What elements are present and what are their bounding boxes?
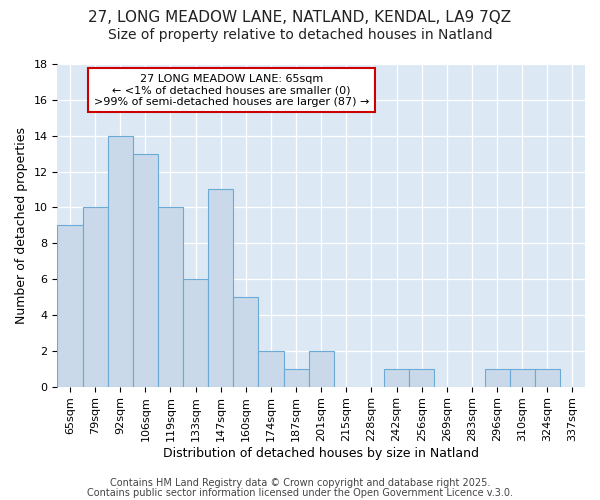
Bar [58,226,83,386]
Bar [133,154,158,386]
Bar [233,297,259,386]
Bar [183,279,208,386]
Bar [308,351,334,386]
Text: Contains HM Land Registry data © Crown copyright and database right 2025.: Contains HM Land Registry data © Crown c… [110,478,490,488]
Text: Contains public sector information licensed under the Open Government Licence v.: Contains public sector information licen… [87,488,513,498]
Text: Size of property relative to detached houses in Natland: Size of property relative to detached ho… [107,28,493,42]
Bar [384,368,409,386]
Bar [208,190,233,386]
Bar [409,368,434,386]
Bar [284,368,308,386]
Bar [259,351,284,386]
Bar [535,368,560,386]
Bar [107,136,133,386]
Bar [158,208,183,386]
Text: 27 LONG MEADOW LANE: 65sqm
← <1% of detached houses are smaller (0)
>99% of semi: 27 LONG MEADOW LANE: 65sqm ← <1% of deta… [94,74,369,107]
Bar [509,368,535,386]
X-axis label: Distribution of detached houses by size in Natland: Distribution of detached houses by size … [163,447,479,460]
Text: 27, LONG MEADOW LANE, NATLAND, KENDAL, LA9 7QZ: 27, LONG MEADOW LANE, NATLAND, KENDAL, L… [88,10,512,25]
Bar [83,208,107,386]
Y-axis label: Number of detached properties: Number of detached properties [15,127,28,324]
Bar [485,368,509,386]
